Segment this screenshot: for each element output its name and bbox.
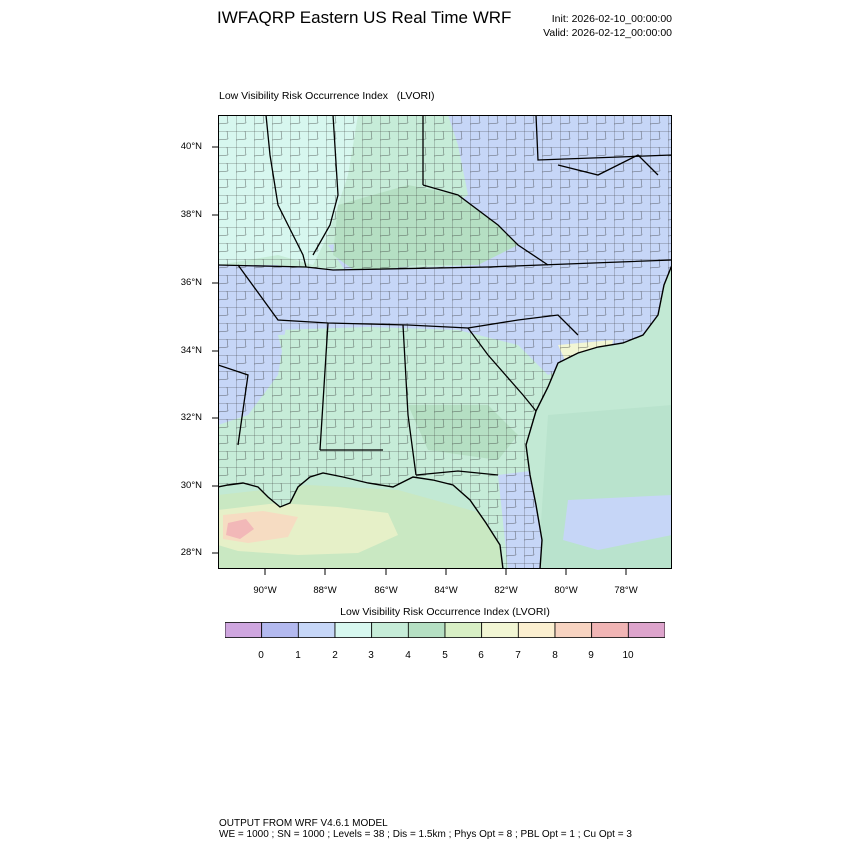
lat-label: 30°N bbox=[180, 480, 202, 491]
colorbar-label: 3 bbox=[368, 650, 374, 661]
colorbar-label: 6 bbox=[478, 650, 484, 661]
page-title: IWFAQRP Eastern US Real Time WRF bbox=[217, 8, 512, 27]
lon-ticks bbox=[264, 569, 627, 575]
atlantic-blue-zone bbox=[563, 495, 672, 550]
lon-label: 78°W bbox=[614, 585, 638, 596]
init-time: Init: 2026-02-10_00:00:00 bbox=[551, 13, 672, 25]
lon-label: 90°W bbox=[253, 585, 277, 596]
lat-label: 34°N bbox=[180, 345, 202, 356]
map-panel bbox=[218, 115, 672, 569]
state-boundaries bbox=[218, 115, 672, 476]
colorbar-label: 10 bbox=[622, 650, 634, 661]
colorbar-label: 5 bbox=[442, 650, 448, 661]
colorbar-swatch bbox=[481, 622, 519, 638]
colorbar-swatch bbox=[407, 622, 446, 638]
lat-label: 28°N bbox=[180, 547, 202, 558]
lat-label: 32°N bbox=[180, 412, 202, 423]
lat-label: 36°N bbox=[180, 277, 202, 288]
colorbar-swatch bbox=[261, 622, 299, 638]
colorbar-label: 8 bbox=[552, 650, 558, 661]
colorbar bbox=[225, 622, 665, 638]
colorbar-label: 7 bbox=[515, 650, 521, 661]
gulf-red-zone bbox=[226, 519, 254, 539]
colorbar-label: 2 bbox=[332, 650, 338, 661]
map-subtitle: Low Visibility Risk Occurrence Index (LV… bbox=[219, 90, 435, 102]
colorbar-swatch bbox=[444, 622, 483, 638]
colorbar-label: 0 bbox=[258, 650, 264, 661]
lon-label: 84°W bbox=[434, 585, 458, 596]
colorbar-swatch bbox=[334, 622, 373, 638]
lon-label: 88°W bbox=[313, 585, 337, 596]
footer-model: OUTPUT FROM WRF V4.6.1 MODEL bbox=[219, 818, 388, 829]
lon-label: 80°W bbox=[554, 585, 578, 596]
colorbar-title: Low Visibility Risk Occurrence Index (LV… bbox=[340, 606, 550, 618]
colorbar-swatch bbox=[371, 622, 409, 638]
colorbar-swatch bbox=[517, 622, 556, 638]
lat-ticks bbox=[212, 146, 218, 554]
valid-time: Valid: 2026-02-12_00:00:00 bbox=[543, 27, 672, 39]
colorbar-label: 1 bbox=[295, 650, 301, 661]
footer-settings: WE = 1000 ; SN = 1000 ; Levels = 38 ; Di… bbox=[219, 829, 632, 840]
lat-label: 38°N bbox=[180, 209, 202, 220]
colorbar-swatch bbox=[554, 622, 593, 638]
lon-label: 82°W bbox=[494, 585, 518, 596]
colorbar-label: 4 bbox=[405, 650, 411, 661]
lat-label: 40°N bbox=[180, 141, 202, 152]
colorbar-swatch bbox=[225, 622, 263, 638]
colorbar-swatch bbox=[297, 622, 336, 638]
map-border bbox=[218, 115, 672, 569]
coastline bbox=[218, 264, 672, 569]
lon-label: 86°W bbox=[374, 585, 398, 596]
colorbar-swatch bbox=[627, 622, 665, 638]
colorbar-swatch bbox=[591, 622, 629, 638]
colorbar-label: 9 bbox=[588, 650, 594, 661]
